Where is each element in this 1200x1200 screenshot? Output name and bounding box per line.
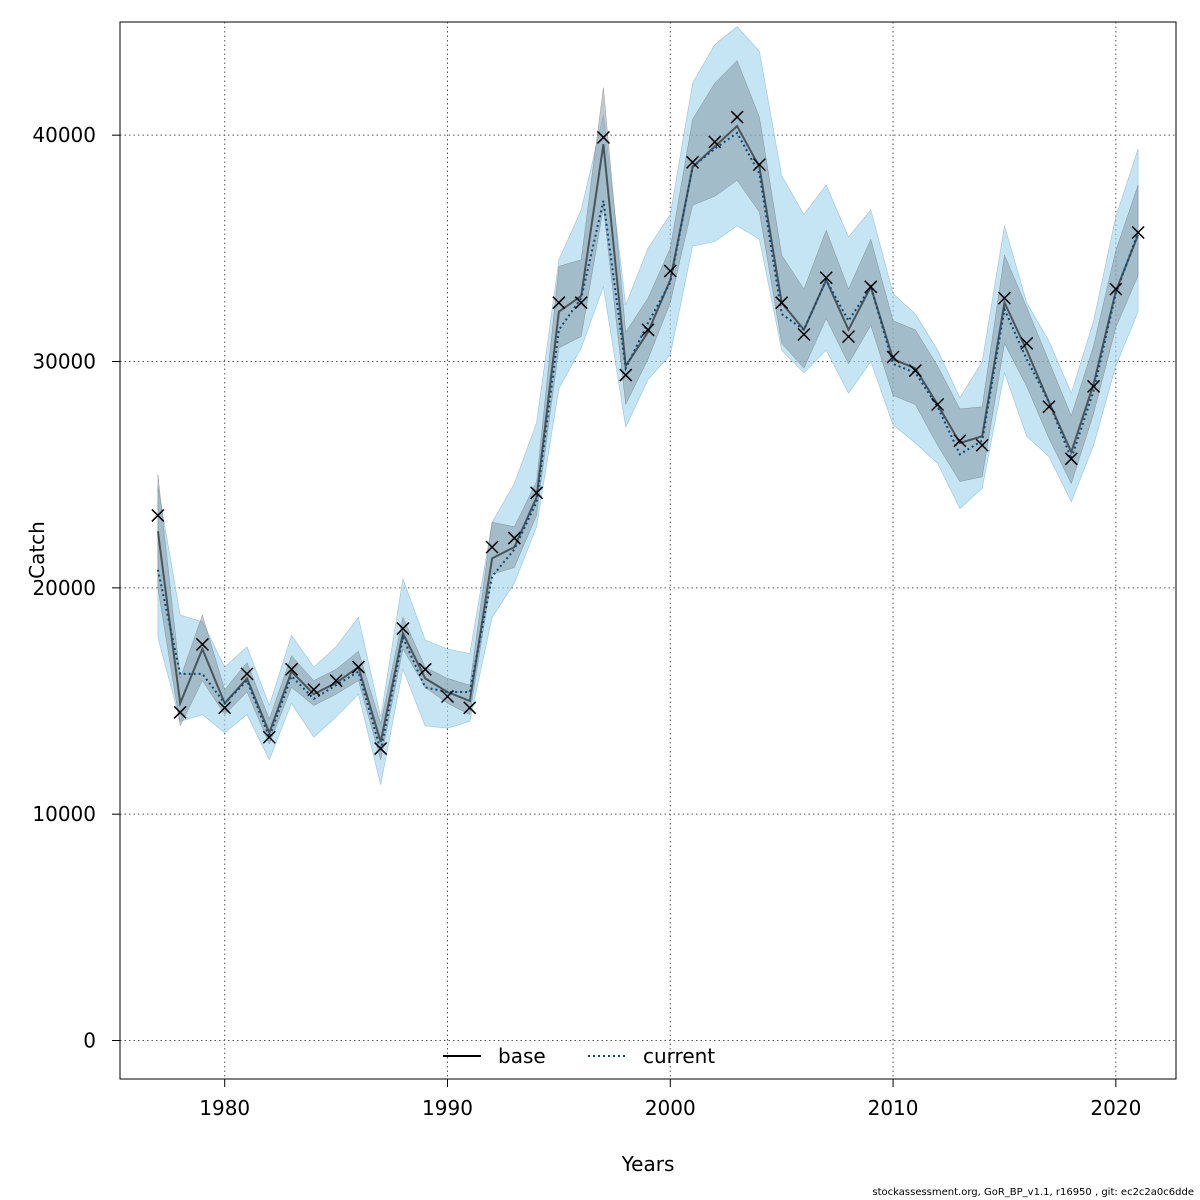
marker-1982 xyxy=(262,730,276,744)
marker-1977 xyxy=(151,508,165,522)
axes: 1980 1990 2000 2010 2020 0 10000 20000 30000 4000… xyxy=(32,123,1141,1120)
marker-2011 xyxy=(908,364,922,378)
marker-2007 xyxy=(819,271,833,285)
marker-2004 xyxy=(752,158,766,172)
marker-1999 xyxy=(641,323,655,337)
marker-1998 xyxy=(619,368,633,382)
x-tick-label-2010: 2010 xyxy=(868,1096,919,1120)
marker-1991 xyxy=(463,701,477,715)
marker-1997 xyxy=(596,130,610,144)
marker-1980 xyxy=(218,701,232,715)
legend-label-current: current xyxy=(643,1044,715,1068)
marker-2020 xyxy=(1109,282,1123,296)
x-axis-title: Years xyxy=(621,1152,675,1176)
legend: base current xyxy=(443,1044,715,1068)
marker-1985 xyxy=(329,674,343,688)
marker-2009 xyxy=(864,280,878,294)
x-tick-label-1990: 1990 xyxy=(422,1096,473,1120)
marker-2006 xyxy=(797,327,811,341)
footer-credit: stockassessment.org, GoR_BP_v1.1, r16950… xyxy=(872,1187,1194,1198)
marker-2013 xyxy=(953,434,967,448)
marker-1990 xyxy=(440,689,455,704)
marker-1993 xyxy=(507,531,521,545)
observation-markers xyxy=(151,110,1145,756)
marker-2002 xyxy=(708,135,722,149)
y-tick-label-10000: 10000 xyxy=(32,802,96,826)
marker-2018 xyxy=(1064,452,1078,466)
marker-1992 xyxy=(485,540,499,554)
marker-1979 xyxy=(195,637,209,651)
x-tick-label-2000: 2000 xyxy=(645,1096,696,1120)
x-tick-label-2020: 2020 xyxy=(1090,1096,1141,1120)
marker-2005 xyxy=(775,296,789,310)
marker-2016 xyxy=(1020,336,1034,350)
x-tick-label-1980: 1980 xyxy=(199,1096,250,1120)
marker-2019 xyxy=(1087,379,1101,393)
marker-2012 xyxy=(931,397,945,412)
y-tick-label-30000: 30000 xyxy=(32,350,96,374)
series-lines xyxy=(156,124,1140,752)
marker-2017 xyxy=(1042,400,1056,414)
confidence-bands xyxy=(157,26,1139,785)
y-tick-label-0: 0 xyxy=(83,1029,96,1053)
marker-1994 xyxy=(530,486,544,500)
grid-lines xyxy=(120,22,1176,1079)
marker-1981 xyxy=(240,667,254,681)
marker-2000 xyxy=(663,264,677,278)
marker-1983 xyxy=(285,662,299,676)
marker-1988 xyxy=(396,622,410,636)
marker-1989 xyxy=(418,662,432,676)
marker-2021 xyxy=(1131,225,1145,240)
y-axis-title: Catch xyxy=(25,521,49,579)
marker-1996 xyxy=(574,296,588,310)
marker-2010 xyxy=(886,350,900,364)
marker-2003 xyxy=(730,110,744,124)
marker-2001 xyxy=(686,155,700,169)
series-line-current xyxy=(156,131,1140,752)
marker-1995 xyxy=(552,296,566,310)
y-tick-label-20000: 20000 xyxy=(32,576,96,600)
marker-1978 xyxy=(173,705,187,719)
marker-1984 xyxy=(307,683,321,697)
marker-1986 xyxy=(351,660,365,674)
plot-frame xyxy=(119,21,1177,1080)
marker-2014 xyxy=(975,438,989,452)
marker-2008 xyxy=(841,330,856,344)
band-inner-base xyxy=(157,60,1139,760)
marker-2015 xyxy=(997,291,1011,305)
y-tick-label-40000: 40000 xyxy=(32,123,96,147)
legend-label-base: base xyxy=(498,1044,546,1068)
series-line-base xyxy=(156,124,1140,743)
marker-1987 xyxy=(374,742,388,756)
